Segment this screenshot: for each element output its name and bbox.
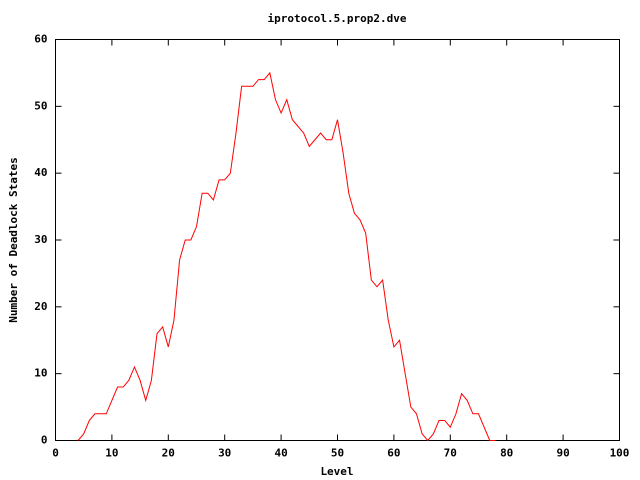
chart-title: iprotocol.5.prop2.dve [267,12,406,25]
x-axis-label: Level [320,465,353,478]
x-tick-label: 40 [274,447,287,460]
y-tick-label: 40 [34,166,47,179]
x-tick-label: 30 [218,447,231,460]
x-tick-label: 70 [444,447,457,460]
x-tick-label: 90 [556,447,569,460]
y-tick-label: 0 [41,434,48,447]
x-tick-label: 0 [52,447,59,460]
y-tick-label: 10 [34,367,47,380]
y-tick-label: 60 [34,33,47,46]
y-tick-label: 50 [34,99,47,112]
y-axis-label: Number of Deadlock States [7,157,20,323]
data-line [77,71,496,442]
x-tick-label: 50 [331,447,344,460]
x-tick-label: 60 [387,447,400,460]
y-tick-label: 20 [34,300,47,313]
x-tick-label: 10 [105,447,118,460]
x-tick-label: 80 [500,447,513,460]
x-tick-label: 100 [610,447,630,460]
x-tick-label: 20 [162,447,175,460]
y-tick-label: 30 [34,233,47,246]
